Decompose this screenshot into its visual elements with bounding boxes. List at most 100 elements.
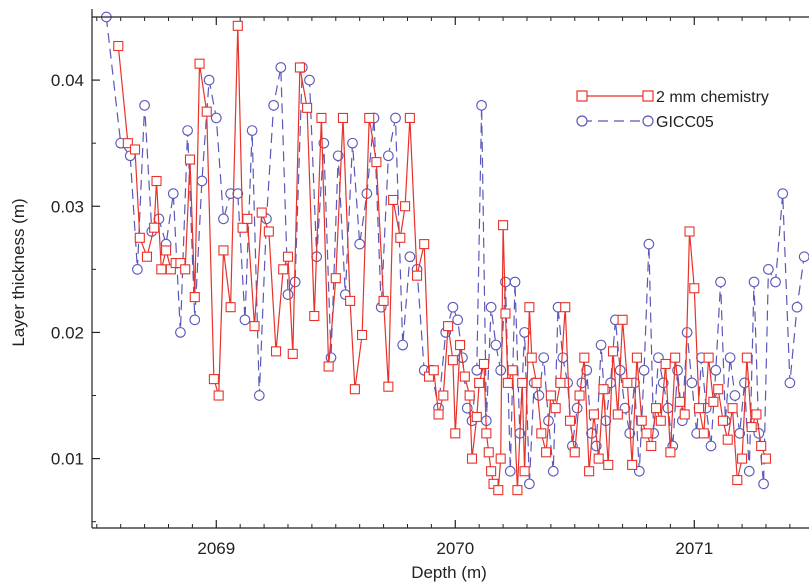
data-point-square	[655, 415, 666, 426]
data-point-square	[364, 112, 375, 123]
data-point-square	[526, 352, 537, 363]
data-point-circle	[777, 188, 789, 199]
data-point-square	[694, 403, 705, 414]
data-point-circle	[390, 112, 401, 124]
data-point-circle	[798, 251, 809, 263]
data-point-circle	[715, 276, 726, 288]
data-point-square	[698, 428, 709, 439]
data-point-square	[593, 453, 604, 464]
data-point-circle	[218, 213, 229, 225]
data-point-circle	[495, 364, 507, 376]
data-point-circle	[203, 74, 215, 86]
data-point-circle	[354, 238, 366, 250]
data-point-square	[536, 428, 547, 439]
axes	[91, 9, 809, 529]
legend: 2 mm chemistry GICC05	[576, 89, 769, 131]
data-point-circle	[504, 465, 516, 477]
data-point-square	[500, 308, 511, 319]
data-point-square	[249, 321, 260, 332]
data-point-square	[665, 447, 676, 458]
data-point-square	[717, 415, 729, 426]
x-tick-label: 2071	[675, 539, 713, 558]
plot-area	[100, 11, 809, 496]
data-point-square	[617, 314, 628, 325]
data-point-circle	[383, 150, 394, 162]
data-point-square	[263, 226, 274, 237]
data-point-square	[161, 245, 172, 256]
data-point-square	[201, 106, 212, 117]
data-point-square	[294, 62, 305, 73]
data-point-circle	[538, 352, 550, 364]
data-point-square	[569, 447, 580, 458]
y-tick-label: 0.04	[51, 71, 84, 90]
data-point-square	[242, 213, 253, 224]
data-point-square	[471, 411, 482, 423]
data-point-square	[225, 302, 236, 313]
data-point-square	[512, 485, 523, 496]
data-point-circle	[347, 137, 358, 149]
data-point-circle	[770, 276, 781, 288]
data-point-circle	[132, 263, 143, 275]
data-point-square	[541, 447, 552, 458]
data-point-square	[708, 396, 719, 407]
legend-label-2mm-chemistry: 2 mm chemistry	[656, 89, 769, 106]
data-point-circle	[282, 289, 294, 300]
data-point-square	[383, 381, 394, 392]
data-point-square	[674, 396, 685, 407]
data-point-square	[507, 365, 518, 376]
data-point-square	[560, 302, 571, 313]
data-point-square	[689, 283, 700, 294]
data-point-circle	[397, 339, 409, 351]
data-point-square	[455, 339, 466, 351]
data-point-square	[287, 348, 298, 359]
data-point-square	[545, 390, 556, 401]
data-point-square	[433, 409, 444, 420]
data-point-square	[574, 390, 585, 401]
data-point-square	[486, 466, 497, 477]
data-point-square	[411, 270, 423, 281]
data-point-square	[438, 390, 449, 401]
data-point-circle	[784, 377, 796, 389]
data-point-circle	[476, 99, 487, 111]
data-point-square	[474, 377, 485, 388]
data-point-square	[443, 321, 454, 332]
data-point-circle	[509, 276, 521, 288]
data-point-circle	[686, 377, 698, 389]
data-point-circle	[710, 364, 722, 376]
data-point-square	[555, 377, 566, 388]
data-point-circle	[638, 364, 650, 376]
data-point-square	[113, 40, 124, 52]
data-point-square	[751, 409, 762, 420]
data-point-square	[129, 144, 141, 155]
data-point-square	[584, 466, 595, 477]
data-point-circle	[139, 99, 150, 111]
data-point-circle	[547, 465, 559, 477]
data-point-circle	[533, 390, 545, 401]
data-point-square	[122, 138, 133, 149]
data-point-circle	[643, 238, 655, 250]
data-point-square	[466, 453, 478, 464]
data-point-circle	[189, 314, 201, 326]
data-point-square	[419, 239, 430, 250]
data-point-circle	[452, 314, 464, 326]
data-point-square	[760, 453, 772, 464]
data-point-square	[323, 361, 334, 372]
data-point-square	[395, 232, 406, 243]
data-point-square	[302, 102, 313, 113]
data-point-circle	[705, 440, 717, 452]
data-point-circle	[332, 150, 344, 162]
data-point-square	[741, 352, 752, 363]
data-point-square	[464, 390, 475, 401]
data-point-circle	[524, 478, 535, 490]
legend-marker-square	[642, 90, 654, 102]
data-point-circle	[182, 125, 193, 136]
data-point-square	[357, 329, 368, 341]
data-point-square	[189, 292, 200, 303]
data-point-square	[208, 374, 219, 385]
data-point-square	[737, 453, 748, 464]
data-point-circle	[595, 339, 607, 351]
data-point-square	[180, 264, 191, 275]
data-point-square	[670, 352, 681, 363]
data-point-square	[660, 358, 671, 370]
